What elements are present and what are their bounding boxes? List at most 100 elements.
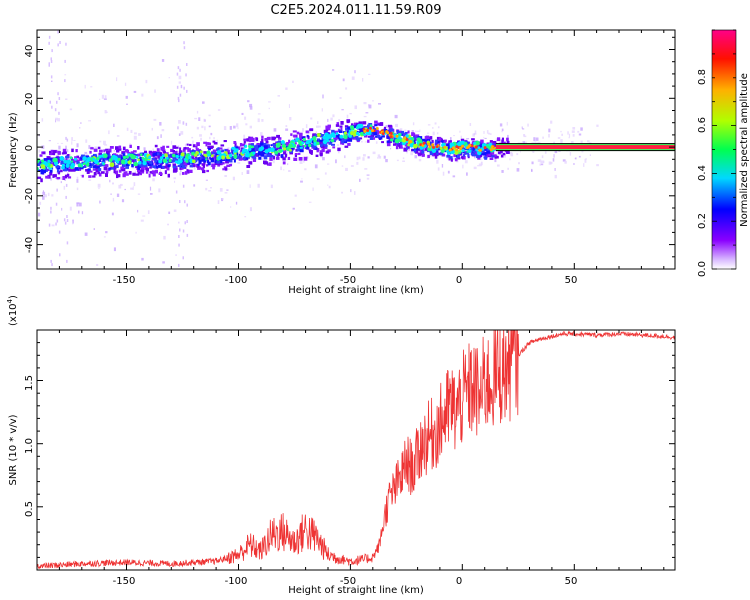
spectral-mark: [42, 151, 46, 155]
spectral-mark: [486, 150, 490, 154]
speckle-mark: [97, 183, 101, 188]
spectral-mark: [103, 149, 106, 152]
speckle-mark: [175, 190, 178, 194]
spectral-mark: [437, 147, 440, 151]
spectral-mark: [336, 134, 339, 138]
spectral-mark: [217, 147, 220, 150]
spectral-mark: [244, 144, 248, 148]
spectral-mark: [287, 156, 291, 160]
spectral-mark: [163, 165, 167, 169]
spectral-mark: [43, 169, 46, 174]
speckle-mark: [303, 159, 305, 163]
spectral-mark: [37, 162, 41, 166]
spectral-mark: [396, 131, 401, 134]
spectral-mark: [149, 171, 153, 174]
speckle-mark: [483, 136, 485, 139]
spectral-mark: [302, 137, 306, 142]
spectral-mark: [269, 157, 273, 161]
speckle-mark: [237, 162, 241, 164]
speckle-mark: [57, 43, 59, 47]
spectral-mark: [108, 158, 113, 163]
spectral-mark: [363, 129, 367, 133]
speckle-mark: [516, 168, 520, 172]
bottom-xtick-label: 0: [456, 576, 462, 587]
colorbar-tick-label: 0.2: [697, 213, 708, 229]
spectral-mark: [210, 159, 215, 163]
speckle-mark: [517, 142, 519, 144]
spectral-mark: [478, 145, 482, 149]
speckle-mark: [64, 59, 66, 63]
spectral-mark: [135, 165, 139, 169]
speckle-mark: [305, 124, 308, 129]
spectral-mark: [347, 126, 350, 130]
speckle-mark: [51, 194, 54, 197]
spectral-mark: [453, 153, 456, 157]
spectral-mark: [165, 156, 169, 160]
spectral-mark: [386, 142, 391, 147]
spectral-mark: [506, 140, 510, 144]
spectral-mark: [121, 159, 125, 163]
spectral-mark: [213, 142, 218, 145]
spectral-mark: [143, 163, 148, 168]
spectral-mark: [296, 148, 300, 152]
speckle-mark: [174, 180, 176, 183]
spectral-mark: [46, 163, 49, 166]
speckle-mark: [375, 141, 378, 144]
speckle-mark: [540, 163, 544, 166]
speckle-mark: [358, 156, 361, 160]
spectral-mark: [97, 146, 101, 150]
speckle-mark: [130, 187, 133, 190]
speckle-mark: [315, 131, 317, 135]
spectral-mark: [333, 136, 337, 140]
spectral-mark: [319, 139, 324, 142]
speckle-mark: [437, 126, 440, 129]
spectral-mark: [243, 140, 246, 144]
spectral-mark: [273, 146, 276, 149]
speckle-mark: [328, 185, 331, 189]
spectral-mark: [499, 150, 503, 154]
spectral-mark: [371, 126, 375, 130]
spectral-mark: [93, 172, 97, 176]
speckle-mark: [394, 114, 398, 119]
speckle-mark: [477, 165, 480, 167]
spectral-mark: [282, 161, 286, 165]
spectral-mark: [241, 143, 246, 147]
spectral-mark: [285, 153, 288, 158]
spectral-mark: [502, 152, 506, 156]
spectral-mark: [404, 132, 408, 135]
bottom-xaxis-label: Height of straight line (km): [288, 585, 424, 596]
spectral-mark: [93, 148, 98, 152]
colorbar-label: Normalized spectral amplitude: [739, 73, 750, 227]
speckle-mark: [469, 123, 472, 126]
spectral-mark: [60, 169, 63, 173]
speckle-mark: [110, 193, 112, 195]
spectral-mark: [251, 145, 255, 149]
speckle-mark: [294, 194, 297, 197]
spectral-mark: [272, 155, 276, 160]
speckle-mark: [202, 101, 205, 104]
spectral-mark: [187, 169, 190, 174]
speckle-mark: [232, 176, 235, 181]
snr-frame: [36, 329, 676, 571]
speckle-mark: [84, 151, 88, 155]
speckle-mark: [203, 118, 206, 122]
speckle-mark: [104, 144, 108, 146]
spectral-mark: [106, 150, 110, 154]
spectral-mark: [238, 146, 241, 151]
spectral-mark: [361, 127, 364, 130]
speckle-mark: [539, 159, 542, 163]
spectral-mark: [321, 148, 325, 153]
spectral-mark: [253, 152, 256, 157]
spectral-mark: [199, 153, 203, 157]
chart-title: C2E5.2024.011.11.59.R09: [270, 3, 441, 18]
spectral-mark: [233, 148, 238, 153]
speckle-mark: [235, 201, 238, 205]
speckle-mark: [152, 148, 154, 152]
spectral-mark: [80, 156, 83, 160]
speckle-mark: [516, 153, 519, 156]
colorbar-tick-label: 0.6: [697, 117, 708, 133]
speckle-mark: [51, 105, 53, 109]
spectral-mark: [450, 149, 455, 155]
spectral-mark: [418, 136, 423, 140]
speckle-mark: [124, 188, 126, 191]
